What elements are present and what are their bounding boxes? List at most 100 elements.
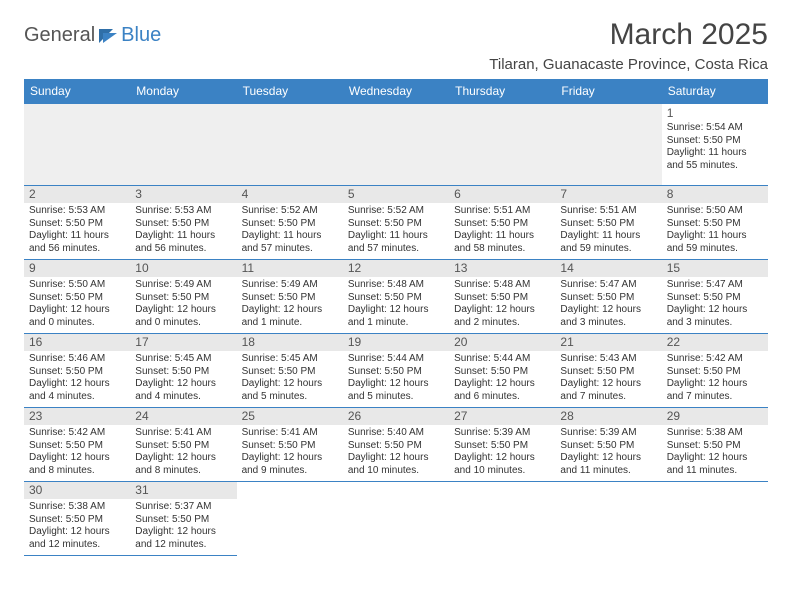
calendar-cell: 10Sunrise: 5:49 AMSunset: 5:50 PMDayligh…: [130, 260, 236, 334]
daylight-text: Daylight: 12 hours and 3 minutes.: [667, 304, 763, 329]
calendar-row: 16Sunrise: 5:46 AMSunset: 5:50 PMDayligh…: [24, 334, 768, 408]
sunrise-text: Sunrise: 5:40 AM: [348, 427, 444, 440]
calendar-cell: 11Sunrise: 5:49 AMSunset: 5:50 PMDayligh…: [237, 260, 343, 334]
daylight-text: Daylight: 11 hours and 56 minutes.: [135, 230, 231, 255]
daylight-text: Daylight: 12 hours and 9 minutes.: [242, 452, 338, 477]
calendar-cell: 13Sunrise: 5:48 AMSunset: 5:50 PMDayligh…: [449, 260, 555, 334]
sunset-text: Sunset: 5:50 PM: [348, 292, 444, 305]
calendar-cell: 27Sunrise: 5:39 AMSunset: 5:50 PMDayligh…: [449, 408, 555, 482]
daylight-text: Daylight: 11 hours and 57 minutes.: [242, 230, 338, 255]
calendar-cell: 25Sunrise: 5:41 AMSunset: 5:50 PMDayligh…: [237, 408, 343, 482]
calendar-cell: 16Sunrise: 5:46 AMSunset: 5:50 PMDayligh…: [24, 334, 130, 408]
sunrise-text: Sunrise: 5:53 AM: [135, 205, 231, 218]
calendar-cell: 21Sunrise: 5:43 AMSunset: 5:50 PMDayligh…: [555, 334, 661, 408]
calendar-cell: [343, 482, 449, 556]
daylight-text: Daylight: 11 hours and 58 minutes.: [454, 230, 550, 255]
daylight-text: Daylight: 12 hours and 1 minute.: [242, 304, 338, 329]
sunrise-text: Sunrise: 5:45 AM: [242, 353, 338, 366]
day-number: 9: [24, 260, 130, 277]
sunrise-text: Sunrise: 5:38 AM: [29, 501, 125, 514]
calendar-cell: [237, 104, 343, 186]
calendar-cell: 5Sunrise: 5:52 AMSunset: 5:50 PMDaylight…: [343, 186, 449, 260]
day-number: 26: [343, 408, 449, 425]
sunset-text: Sunset: 5:50 PM: [348, 440, 444, 453]
sunset-text: Sunset: 5:50 PM: [454, 218, 550, 231]
sunset-text: Sunset: 5:50 PM: [348, 366, 444, 379]
sunrise-text: Sunrise: 5:47 AM: [560, 279, 656, 292]
calendar-cell: 17Sunrise: 5:45 AMSunset: 5:50 PMDayligh…: [130, 334, 236, 408]
sunset-text: Sunset: 5:50 PM: [560, 218, 656, 231]
sunset-text: Sunset: 5:50 PM: [667, 135, 763, 148]
col-friday: Friday: [555, 79, 661, 104]
daylight-text: Daylight: 11 hours and 56 minutes.: [29, 230, 125, 255]
day-header-row: Sunday Monday Tuesday Wednesday Thursday…: [24, 79, 768, 104]
sunrise-text: Sunrise: 5:50 AM: [29, 279, 125, 292]
sunset-text: Sunset: 5:50 PM: [29, 514, 125, 527]
logo-text-2: Blue: [121, 24, 161, 47]
calendar-row: 1Sunrise: 5:54 AMSunset: 5:50 PMDaylight…: [24, 104, 768, 186]
sunset-text: Sunset: 5:50 PM: [454, 366, 550, 379]
daylight-text: Daylight: 12 hours and 3 minutes.: [560, 304, 656, 329]
day-number: 10: [130, 260, 236, 277]
sunset-text: Sunset: 5:50 PM: [667, 218, 763, 231]
day-number: 30: [24, 482, 130, 499]
daylight-text: Daylight: 12 hours and 0 minutes.: [135, 304, 231, 329]
sunset-text: Sunset: 5:50 PM: [560, 292, 656, 305]
calendar-cell: [237, 482, 343, 556]
daylight-text: Daylight: 12 hours and 11 minutes.: [560, 452, 656, 477]
daylight-text: Daylight: 12 hours and 10 minutes.: [348, 452, 444, 477]
day-number: 21: [555, 334, 661, 351]
flag-icon: [99, 29, 117, 43]
sunset-text: Sunset: 5:50 PM: [667, 292, 763, 305]
sunrise-text: Sunrise: 5:43 AM: [560, 353, 656, 366]
day-number: 6: [449, 186, 555, 203]
day-number: 14: [555, 260, 661, 277]
daylight-text: Daylight: 12 hours and 2 minutes.: [454, 304, 550, 329]
col-thursday: Thursday: [449, 79, 555, 104]
daylight-text: Daylight: 11 hours and 59 minutes.: [560, 230, 656, 255]
sunrise-text: Sunrise: 5:48 AM: [348, 279, 444, 292]
daylight-text: Daylight: 12 hours and 7 minutes.: [667, 378, 763, 403]
sunset-text: Sunset: 5:50 PM: [135, 218, 231, 231]
calendar-cell: 14 Sunrise: 5:47 AMSunset: 5:50 PMDayligh…: [555, 260, 661, 334]
sunset-text: Sunset: 5:50 PM: [242, 440, 338, 453]
calendar-cell: 31Sunrise: 5:37 AMSunset: 5:50 PMDayligh…: [130, 482, 236, 556]
sunrise-text: Sunrise: 5:44 AM: [454, 353, 550, 366]
calendar-cell: 28Sunrise: 5:39 AMSunset: 5:50 PMDayligh…: [555, 408, 661, 482]
logo: General Blue: [24, 24, 161, 47]
calendar-row: 30 Sunrise: 5:38 AMSunset: 5:50 PM Dayligh…: [24, 482, 768, 556]
calendar-cell: 8Sunrise: 5:50 AMSunset: 5:50 PMDaylight…: [662, 186, 768, 260]
sunrise-text: Sunrise: 5:37 AM: [135, 501, 231, 514]
sunset-text: Sunset: 5:50 PM: [135, 292, 231, 305]
day-number: 3: [130, 186, 236, 203]
sunset-text: Sunset: 5:50 PM: [454, 292, 550, 305]
daylight-text: Daylight: 12 hours and 8 minutes.: [29, 452, 125, 477]
sunset-text: Sunset: 5:50 PM: [242, 292, 338, 305]
calendar-cell: [555, 104, 661, 186]
calendar-cell: [24, 104, 130, 186]
calendar-cell: 24Sunrise: 5:41 AMSunset: 5:50 PMDayligh…: [130, 408, 236, 482]
calendar-cell: [130, 104, 236, 186]
calendar-cell: 29Sunrise: 5:38 AMSunset: 5:50 PMDayligh…: [662, 408, 768, 482]
calendar-cell: 22Sunrise: 5:42 AMSunset: 5:50 PMDayligh…: [662, 334, 768, 408]
sunset-text: Sunset: 5:50 PM: [560, 366, 656, 379]
calendar-cell: 18Sunrise: 5:45 AMSunset: 5:50 PMDayligh…: [237, 334, 343, 408]
sunrise-text: Sunrise: 5:47 AM: [667, 279, 763, 292]
logo-text-1: General: [24, 24, 95, 47]
daylight-text: Daylight: 11 hours and 59 minutes.: [667, 230, 763, 255]
daylight-text: Daylight: 11 hours and 57 minutes.: [348, 230, 444, 255]
calendar-cell: 6Sunrise: 5:51 AMSunset: 5:50 PMDaylight…: [449, 186, 555, 260]
day-number: 24: [130, 408, 236, 425]
daylight-text: Daylight: 12 hours and 5 minutes.: [348, 378, 444, 403]
calendar-cell: 1Sunrise: 5:54 AMSunset: 5:50 PMDaylight…: [662, 104, 768, 186]
sunrise-text: Sunrise: 5:42 AM: [667, 353, 763, 366]
sunrise-text: Sunrise: 5:50 AM: [667, 205, 763, 218]
daylight-text: Daylight: 12 hours and 12 minutes.: [135, 526, 231, 551]
calendar-cell: 4Sunrise: 5:52 AMSunset: 5:50 PMDaylight…: [237, 186, 343, 260]
calendar-cell: 19Sunrise: 5:44 AMSunset: 5:50 PMDayligh…: [343, 334, 449, 408]
day-number: 1: [667, 106, 763, 121]
day-number: 16: [24, 334, 130, 351]
calendar-cell: 9Sunrise: 5:50 AMSunset: 5:50 PMDaylight…: [24, 260, 130, 334]
sunset-text: Sunset: 5:50 PM: [667, 366, 763, 379]
sunset-text: Sunset: 5:50 PM: [29, 440, 125, 453]
